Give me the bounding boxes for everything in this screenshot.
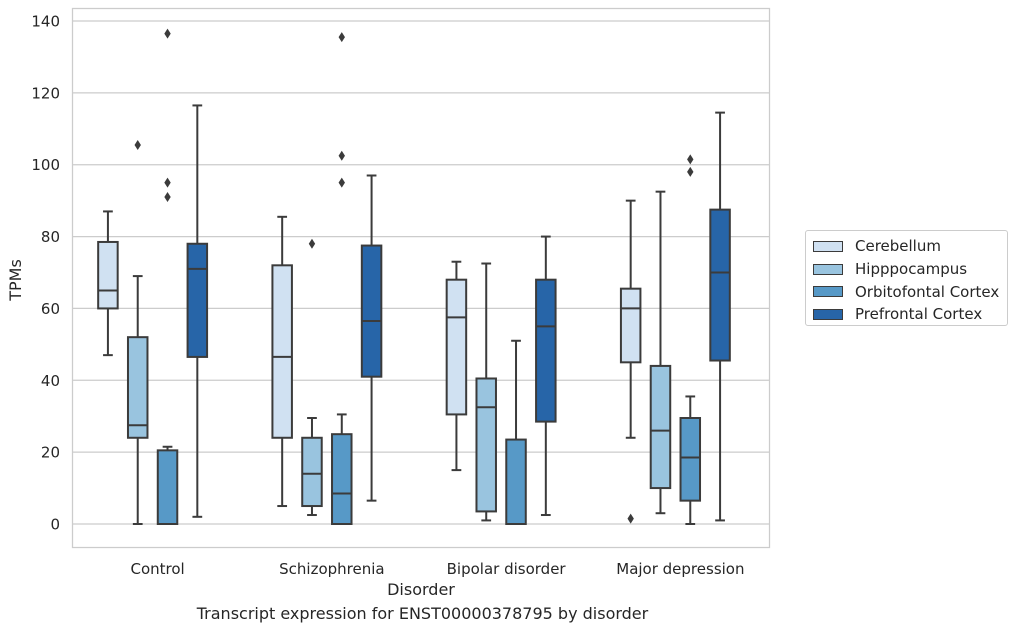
box-body [301, 436, 323, 508]
legend-swatch [813, 263, 843, 275]
box-0-3 [619, 199, 642, 524]
box-body [679, 417, 702, 502]
y-tick-label: 0 [50, 516, 60, 534]
box-0-0 [97, 210, 119, 357]
x-tick-label: Control [131, 560, 185, 578]
outlier-point [627, 513, 634, 524]
legend-label: Cerebellum [855, 237, 941, 256]
outlier-point [164, 28, 171, 39]
box-body [126, 336, 149, 439]
legend-item: Orbitofontal Cortex [813, 280, 1007, 303]
box-body [331, 433, 353, 525]
legend-item: Prefrontal Cortex [813, 303, 1007, 326]
box-1-3 [649, 190, 672, 515]
box-1-1 [301, 238, 323, 517]
box-body [445, 278, 468, 416]
y-tick-label: 20 [41, 444, 60, 462]
box-marks [97, 28, 731, 526]
legend-label: Prefrontal Cortex [855, 305, 983, 324]
box-3-2 [535, 235, 557, 517]
y-tick-label: 100 [31, 156, 60, 174]
box-body [649, 364, 672, 490]
box-body [271, 264, 293, 439]
box-body [360, 244, 383, 378]
y-tick-label: 140 [31, 13, 60, 31]
outlier-point [687, 154, 694, 165]
y-tick-label: 120 [31, 84, 60, 102]
outlier-point [338, 150, 345, 161]
box-body [505, 438, 527, 526]
box-2-1 [331, 32, 353, 525]
y-tick-label: 40 [41, 372, 60, 390]
chart-caption: Transcript expression for ENST0000037879… [196, 604, 649, 623]
outlier-point [687, 166, 694, 177]
box-0-2 [445, 260, 468, 472]
legend-label: Hipppocampus [855, 260, 968, 279]
legend-item: Hipppocampus [813, 258, 1007, 281]
x-tick-label: Schizophrenia [279, 560, 384, 578]
x-tick-label: Bipolar disorder [447, 560, 567, 578]
box-body [709, 208, 731, 362]
x-tick-labels: Control Schizophrenia Bipolar disorder Majo… [131, 560, 745, 578]
box-body [475, 377, 497, 513]
legend-swatch [813, 286, 843, 298]
box-0-1 [271, 215, 293, 508]
legend-item: Cerebellum [813, 235, 1007, 258]
box-3-3 [709, 111, 731, 522]
box-1-0 [126, 139, 149, 525]
outlier-point [338, 177, 345, 188]
outlier-point [164, 177, 171, 188]
y-tick-labels: 0 20 40 60 80 100 120 140 [31, 13, 60, 534]
outlier-point [134, 139, 141, 150]
y-axis-label: TPMs [6, 259, 25, 302]
outlier-point [308, 238, 316, 249]
legend-swatch [813, 308, 843, 320]
legend-swatch [813, 240, 843, 252]
box-3-0 [186, 104, 209, 518]
legend: Cerebellum Hipppocampus Orbitofontal Corte… [805, 230, 1008, 326]
outlier-point [164, 192, 171, 203]
box-1-2 [475, 262, 497, 522]
x-tick-label: Major depression [616, 560, 744, 578]
box-body [619, 287, 642, 364]
x-axis-label: Disorder [387, 580, 455, 599]
box-3-1 [360, 174, 383, 502]
box-body [156, 449, 179, 526]
legend-label: Orbitofontal Cortex [855, 282, 1000, 301]
plot-frame [71, 7, 771, 549]
y-tick-label: 80 [41, 228, 60, 246]
box-body [535, 278, 557, 423]
box-2-3 [679, 154, 702, 525]
box-2-2 [505, 339, 527, 526]
y-tick-label: 60 [41, 300, 60, 318]
outlier-point [338, 32, 345, 43]
box-body [186, 242, 209, 358]
box-body [97, 240, 119, 310]
box-2-0 [156, 28, 179, 526]
